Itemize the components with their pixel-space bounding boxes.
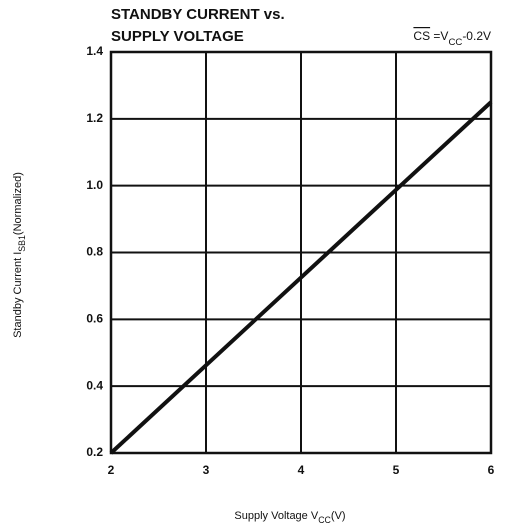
- x-axis-label-part: CC: [318, 515, 331, 525]
- chart-title: STANDBY CURRENT vs.: [111, 6, 285, 23]
- x-tick-label: 4: [298, 463, 305, 477]
- x-tick-label: 6: [488, 463, 495, 477]
- annotation-part: -0.2V: [462, 29, 491, 43]
- y-tick-label: 1.0: [86, 178, 103, 192]
- y-tick-label: 1.4: [86, 44, 103, 58]
- annotation-part: CC: [448, 37, 462, 48]
- y-axis-label-part: SB1: [17, 235, 27, 252]
- x-tick-label: 5: [393, 463, 400, 477]
- y-tick-label: 0.8: [86, 245, 103, 259]
- annotation-part: =V: [430, 29, 448, 43]
- y-tick-label: 0.6: [86, 312, 103, 326]
- x-tick-label: 3: [203, 463, 210, 477]
- x-axis-label-part: Supply Voltage V: [234, 510, 318, 522]
- y-tick-label: 0.2: [86, 445, 103, 459]
- annotation: CS =VCC-0.2V: [413, 29, 491, 48]
- y-tick-label: 1.2: [86, 111, 103, 125]
- y-tick-label: 0.4: [86, 378, 103, 392]
- y-axis-label-part: (Normalized): [12, 172, 24, 235]
- x-axis-label: Supply Voltage VCC(V): [234, 510, 345, 525]
- x-tick-label: 2: [108, 463, 115, 477]
- annotation-part: CS: [413, 29, 430, 43]
- plot-border: [109, 50, 493, 455]
- y-axis-label-part: Standby Current I: [12, 252, 24, 338]
- chart-title: SUPPLY VOLTAGE: [111, 28, 244, 45]
- x-axis-label-part: (V): [331, 510, 346, 522]
- y-axis-label: Standby Current ISB1(Normalized): [12, 172, 27, 338]
- data-line: [109, 100, 493, 455]
